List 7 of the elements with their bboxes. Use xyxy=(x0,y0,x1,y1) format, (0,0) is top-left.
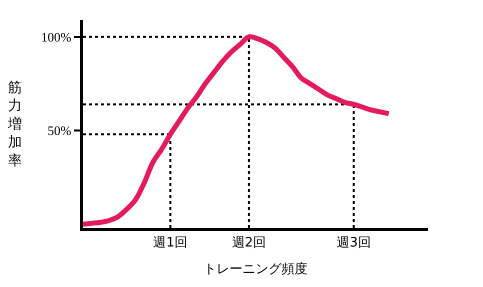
y-axis-title: 筋力増加率 xyxy=(7,80,22,169)
y-tick-label: 100% xyxy=(41,29,72,44)
x-tick-label: 週3回 xyxy=(336,236,371,251)
x-tick-label: 週2回 xyxy=(232,236,266,251)
y-tick-label: 50% xyxy=(48,123,72,138)
x-tick-label: 週1回 xyxy=(153,236,188,251)
x-axis-title: トレーニング頻度 xyxy=(204,261,308,278)
